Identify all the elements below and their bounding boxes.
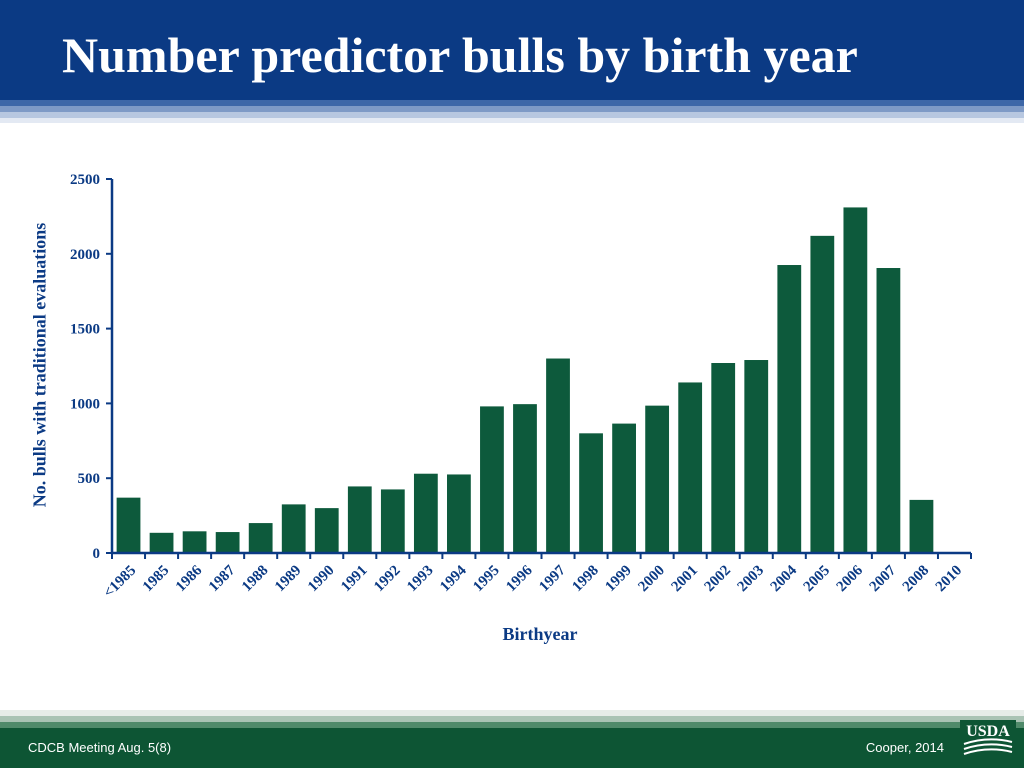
x-tick-label: 2001: [668, 563, 701, 596]
footer-meeting-text: CDCB Meeting Aug. 5(8): [28, 740, 172, 755]
x-tick-label: 1987: [206, 562, 239, 595]
x-tick-label: 2000: [635, 563, 668, 596]
bar: [678, 382, 703, 553]
x-tick-label: 2008: [900, 563, 933, 596]
bar: [281, 504, 306, 553]
x-tick-label: 2005: [801, 563, 834, 596]
bar: [149, 532, 174, 553]
header-stripe-2: [0, 106, 1024, 112]
y-tick-label: 2500: [70, 172, 100, 188]
bar: [347, 486, 372, 553]
x-tick-label: 1992: [371, 563, 404, 596]
bar: [248, 523, 273, 553]
bar: [711, 363, 736, 553]
svg-text:USDA: USDA: [966, 723, 1010, 740]
bar: [116, 497, 141, 553]
bar: [612, 423, 636, 553]
x-tick-label: 1996: [503, 562, 536, 595]
bar: [513, 404, 537, 553]
x-tick-label: 1995: [470, 563, 503, 596]
x-tick-label: 1991: [338, 563, 371, 596]
y-tick-label: 1500: [70, 322, 100, 338]
footer-bar: CDCB Meeting Aug. 5(8) Cooper, 2014: [0, 728, 1024, 768]
x-tick-label: 2010: [933, 563, 966, 596]
x-tick-label: 1994: [437, 562, 470, 595]
x-tick-label: 2003: [735, 563, 768, 596]
bar: [413, 473, 438, 553]
x-tick-label: 1988: [239, 563, 272, 596]
bar: [843, 207, 868, 553]
x-tick-label: 1998: [569, 563, 602, 596]
bar: [546, 358, 570, 553]
bar: [380, 489, 405, 553]
x-tick-label: 2007: [867, 562, 900, 595]
bar: [744, 360, 769, 553]
header-stripe-1: [0, 100, 1024, 106]
header-stripe-4: [0, 118, 1024, 123]
header-stripe-3: [0, 112, 1024, 118]
x-tick-label: <1985: [101, 563, 140, 602]
bar: [876, 268, 901, 553]
x-tick-label: 1999: [602, 563, 635, 596]
x-tick-label: 2002: [702, 563, 735, 596]
x-tick-label: 2004: [768, 562, 801, 595]
bar: [215, 532, 240, 553]
x-tick-label: 1990: [305, 563, 338, 596]
y-tick-label: 1000: [70, 396, 100, 412]
bar: [645, 405, 670, 553]
bar: [447, 474, 471, 553]
footer-stripe-3: [0, 722, 1024, 728]
footer-stripe-1: [0, 710, 1024, 716]
y-tick-label: 0: [93, 546, 101, 562]
y-tick-label: 500: [78, 471, 101, 487]
x-axis-label: Birthyear: [502, 624, 578, 644]
x-tick-label: 1986: [173, 562, 206, 595]
x-tick-label: 1997: [536, 562, 569, 595]
title-bar: Number predictor bulls by birth year: [0, 0, 1024, 100]
y-tick-label: 2000: [70, 247, 100, 263]
x-tick-label: 2006: [834, 562, 867, 595]
bar: [909, 499, 934, 553]
bar: [810, 235, 835, 553]
x-tick-label: 1985: [140, 563, 173, 596]
bar: [480, 406, 504, 553]
usda-logo: USDA: [960, 720, 1016, 760]
x-tick-label: 1989: [272, 563, 305, 596]
bar: [182, 531, 207, 553]
footer-stripe-2: [0, 716, 1024, 722]
footer-author-text: Cooper, 2014: [865, 740, 944, 755]
slide-title: Number predictor bulls by birth year: [62, 27, 858, 83]
bar: [314, 508, 339, 553]
bar: [777, 265, 802, 553]
bar: [579, 433, 603, 553]
x-tick-label: 1993: [404, 563, 437, 596]
